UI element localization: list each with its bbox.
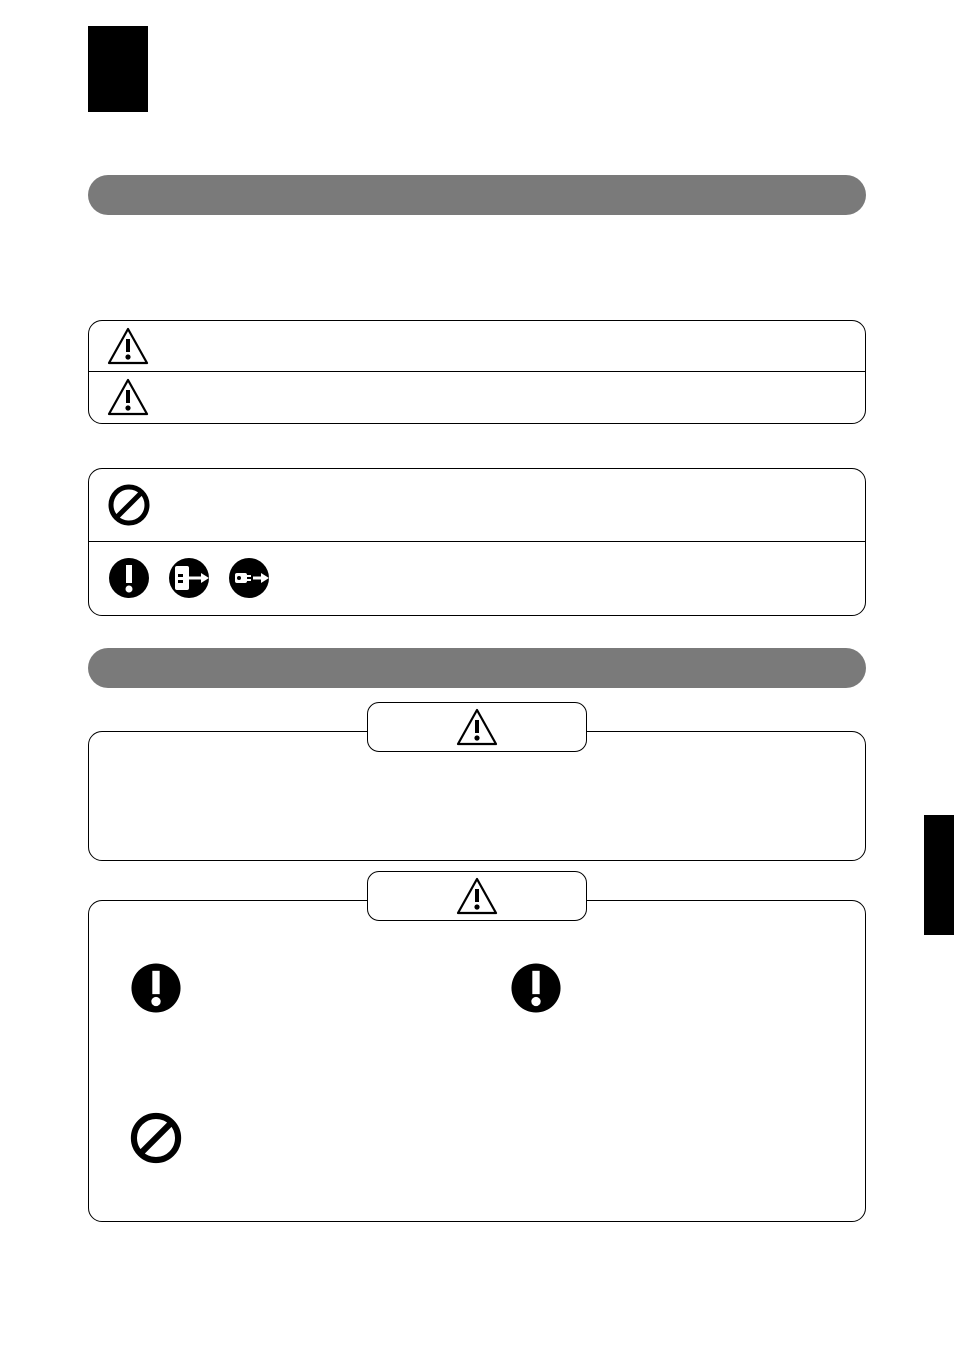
warning-triangle-icon — [107, 378, 149, 416]
caution-item — [509, 961, 889, 1181]
warning-triangle-icon — [456, 877, 498, 915]
caution-tab — [367, 871, 587, 921]
legend-icon-cell — [89, 327, 169, 365]
prohibit-icon — [107, 483, 151, 527]
mandatory-icon — [107, 556, 151, 600]
caution-item — [129, 1111, 469, 1211]
black-index-tab-right — [924, 815, 954, 935]
unplug-pictogram-icon — [167, 556, 211, 600]
legend-table-warnings — [88, 320, 866, 424]
legend-row — [89, 541, 865, 613]
legend-row — [89, 371, 865, 421]
warning-tab — [367, 702, 587, 752]
mandatory-icon — [509, 961, 563, 1015]
black-index-tab-top — [88, 26, 148, 112]
section-heading-bar — [88, 175, 866, 215]
document-page — [0, 0, 954, 1351]
warning-triangle-icon — [107, 327, 149, 365]
legend-icon-cell — [89, 378, 169, 416]
warning-triangle-icon — [456, 708, 498, 746]
caution-panel — [88, 900, 866, 1222]
legend-icon-cell — [89, 556, 271, 600]
section-heading-bar — [88, 648, 866, 688]
prohibit-icon — [129, 1111, 183, 1165]
warning-panel — [88, 731, 866, 861]
legend-table-symbols — [88, 468, 866, 616]
legend-icon-cell — [89, 483, 169, 527]
legend-row — [89, 321, 865, 371]
disconnect-plug-pictogram-icon — [227, 556, 271, 600]
caution-item — [129, 961, 469, 1101]
mandatory-icon — [129, 961, 183, 1015]
legend-row — [89, 469, 865, 541]
